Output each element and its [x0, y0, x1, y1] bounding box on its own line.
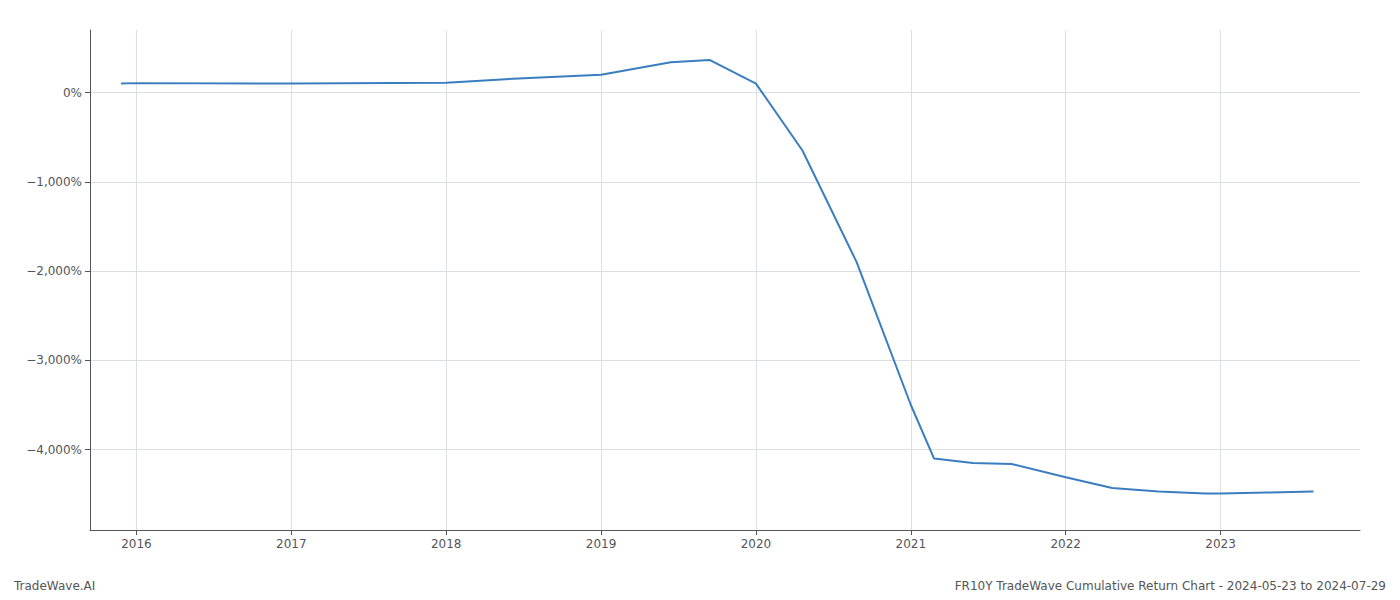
svg-text:2019: 2019: [586, 537, 617, 551]
svg-text:−4,000%: −4,000%: [26, 443, 82, 457]
svg-text:TradeWave.AI: TradeWave.AI: [13, 579, 95, 593]
svg-text:2017: 2017: [276, 537, 307, 551]
svg-text:FR10Y TradeWave Cumulative Ret: FR10Y TradeWave Cumulative Return Chart …: [955, 579, 1386, 593]
svg-text:2020: 2020: [741, 537, 772, 551]
svg-text:0%: 0%: [63, 86, 82, 100]
svg-text:2016: 2016: [121, 537, 152, 551]
svg-text:−1,000%: −1,000%: [26, 175, 82, 189]
svg-text:2021: 2021: [896, 537, 927, 551]
svg-text:2018: 2018: [431, 537, 462, 551]
svg-text:−3,000%: −3,000%: [26, 353, 82, 367]
svg-text:−2,000%: −2,000%: [26, 264, 82, 278]
svg-text:2023: 2023: [1205, 537, 1236, 551]
svg-text:2022: 2022: [1050, 537, 1081, 551]
